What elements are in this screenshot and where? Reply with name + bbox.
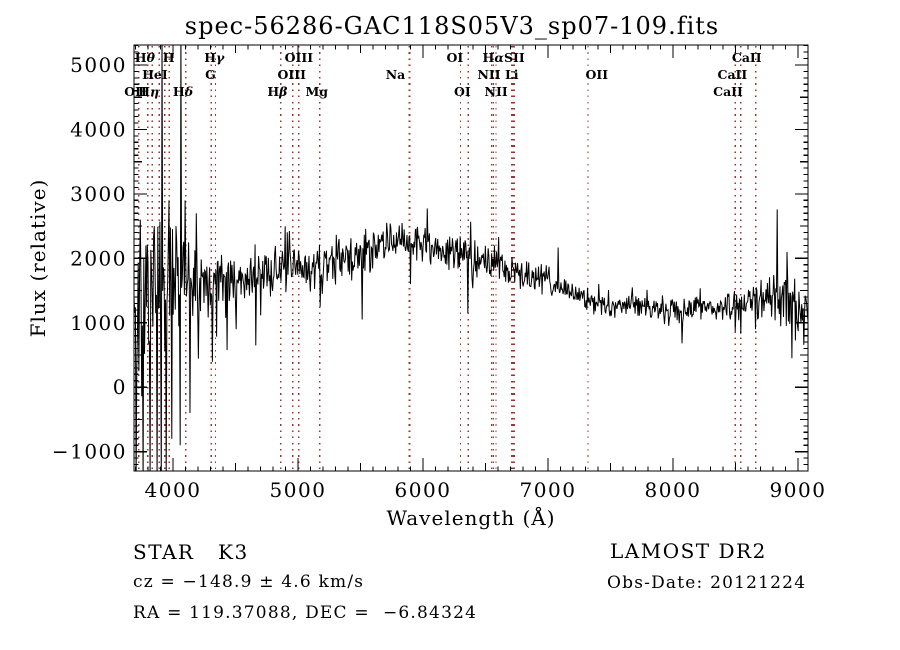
y-tick-label: 3000 [70,182,127,206]
x-tick-label: 8000 [645,478,702,502]
x-tick-label: 6000 [395,478,452,502]
line-label: CaII [717,67,747,82]
y-tick-label: 1000 [70,311,127,335]
y-tick-label: 2000 [70,246,127,270]
line-label: NII [485,84,508,99]
line-label: Na [386,67,406,82]
line-label: OI [447,50,464,65]
line-label: G [205,67,216,82]
line-label: CaII [732,50,762,65]
line-label: OI [454,84,471,99]
line-label: Hγ [204,50,225,65]
line-label: CaII [713,84,743,99]
line-label: HeI [142,67,168,82]
survey-text: LAMOST DR2 [610,539,767,563]
y-axis-label: Flux (relative) [26,178,50,338]
x-tick-label: 9000 [770,478,827,502]
line-label: Hδ [173,84,193,99]
line-label: OIII [285,50,314,65]
line-label: HαSII [483,50,525,65]
line-label: Hη [138,84,159,99]
y-tick-label: 0 [113,375,127,399]
y-tick-label: −1000 [52,440,127,464]
axis-ticks [134,45,808,472]
y-tick-label: 4000 [70,117,127,141]
line-label: NII Li [477,67,518,82]
line-label: Hθ [135,50,156,65]
x-tick-label: 5000 [270,478,327,502]
line-label: OIII [278,67,307,82]
line-label: OII [585,67,608,82]
line-label: OII [124,84,147,99]
line-label: Mg [305,84,328,99]
line-label: Hβ [267,84,288,99]
ra-dec-text: RA = 119.37088, DEC = −6.84324 [133,603,478,623]
classification-text: STAR K3 [133,540,249,564]
x-tick-label: 4000 [145,478,202,502]
spectral-line-labels: Hθ H Hγ OIII OI HαSII CaII HeI G OIII Na NII Li OII C… [124,50,762,99]
x-axis-label: Wavelength (Å) [386,506,556,530]
spectrum-trace [133,45,809,471]
x-tick-label: 7000 [520,478,577,502]
obs-date-text: Obs-Date: 20121224 [607,573,807,593]
redshift-velocity-text: cz = −148.9 ± 4.6 km/s [133,572,365,592]
tick-labels: 4000 5000 6000 7000 8000 9000 −1000 0 1000 2000 30… [52,53,827,502]
plot-title: spec-56286-GAC118S05V3_sp07-109.fits [184,12,720,40]
y-tick-label: 5000 [70,53,127,77]
line-label: H [163,50,175,65]
